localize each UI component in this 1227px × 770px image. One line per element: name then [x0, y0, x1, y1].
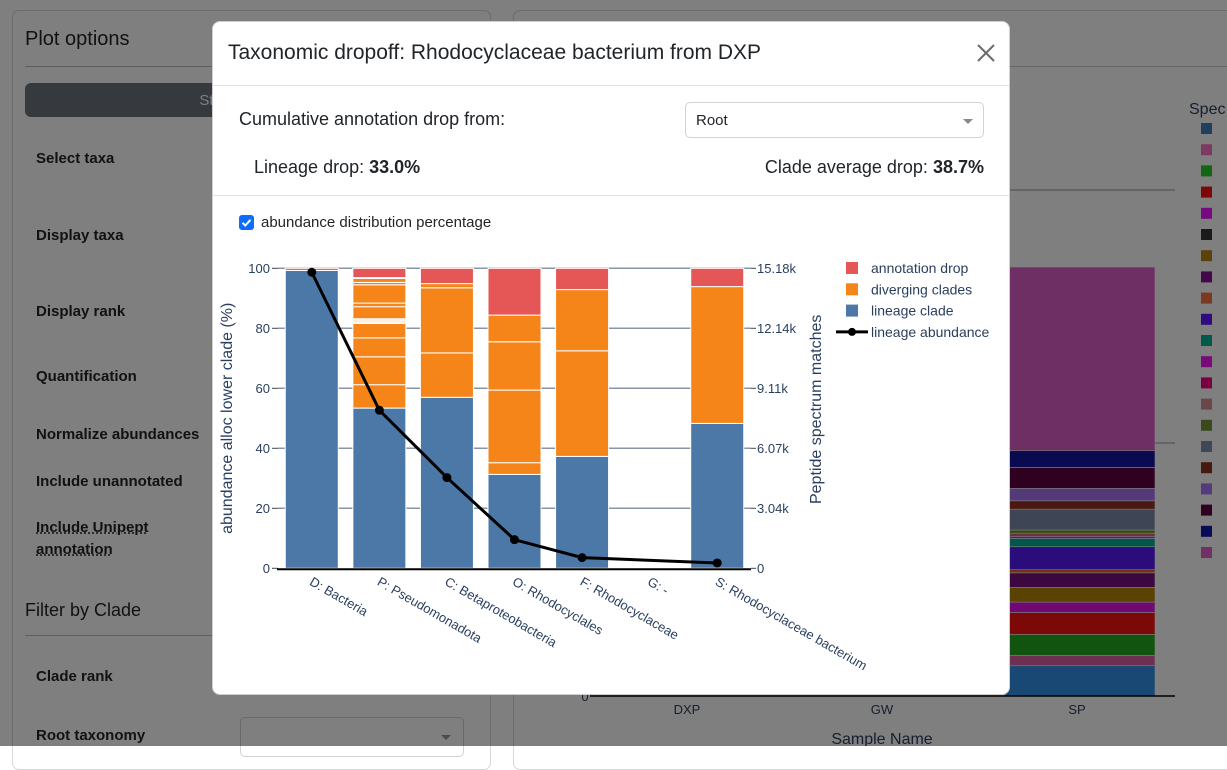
- y2-axis-title: Peptide spectrum matches: [808, 315, 825, 504]
- legend-item[interactable]: annotation drop: [846, 260, 969, 276]
- y2-tick-label: 9.11k: [757, 381, 788, 396]
- legend-label: lineage abundance: [871, 324, 990, 340]
- drop-from-label: Cumulative annotation drop from:: [239, 109, 506, 129]
- legend-label: annotation drop: [871, 260, 969, 276]
- lineage-abundance-point[interactable]: [510, 535, 519, 545]
- lineage-drop-stat: Lineage drop: 33.0%: [254, 157, 420, 178]
- lineage-abundance-point[interactable]: [712, 558, 722, 568]
- y-tick-label: 40: [256, 441, 270, 456]
- clade-average-drop-value: 38.7%: [932, 157, 984, 177]
- legend-label: diverging clades: [871, 281, 972, 297]
- y-tick-label: 100: [248, 261, 270, 276]
- bar-diverging-clade[interactable]: [690, 286, 745, 424]
- legend-item[interactable]: lineage abundance: [836, 324, 990, 340]
- x-tick-label: D: Bacteria: [307, 574, 371, 620]
- bar-diverging-clade[interactable]: [487, 462, 542, 475]
- abundance-percentage-label[interactable]: abundance distribution percentage: [261, 214, 492, 231]
- bar-diverging-clade[interactable]: [352, 323, 407, 339]
- bar-diverging-clade[interactable]: [419, 352, 474, 398]
- dropoff-chart: 0 20 40 60 80 100 0 3.04k 6.07k 9.11k 12.14k 15.18…: [219, 260, 990, 673]
- x-tick-label: C: Betaproteobacteria: [442, 574, 560, 651]
- y2-tick-label: 3.04k: [757, 501, 789, 516]
- legend-item[interactable]: diverging clades: [846, 281, 972, 297]
- lineage-abundance-line: [310, 271, 718, 565]
- lineage-abundance-point[interactable]: [577, 553, 587, 563]
- y-tick-label: 80: [256, 321, 270, 336]
- bar-diverging-clade[interactable]: [352, 384, 407, 409]
- chevron-down-icon: [963, 119, 973, 124]
- bar-lineage-clade[interactable]: [352, 407, 407, 569]
- legend-swatch: [846, 304, 858, 317]
- modal-header: Taxonomic dropoff: Rhodocyclaceae bacter…: [213, 22, 1009, 86]
- clade-average-drop-stat: Clade average drop: 38.7%: [765, 157, 984, 178]
- bar-diverging-clade[interactable]: [352, 278, 407, 283]
- y-tick-label: 0: [263, 561, 270, 576]
- lineage-abundance-point[interactable]: [442, 473, 452, 483]
- bar-diverging-clade[interactable]: [352, 302, 407, 308]
- taxonomic-dropoff-modal: Taxonomic dropoff: Rhodocyclaceae bacter…: [212, 21, 1010, 695]
- lineage-abundance-point[interactable]: [307, 267, 317, 277]
- bar-diverging-clade[interactable]: [487, 389, 542, 464]
- bar-annotation-drop[interactable]: [419, 267, 474, 285]
- drop-from-select[interactable]: Root: [685, 102, 984, 138]
- bar-annotation-drop[interactable]: [690, 267, 745, 288]
- lineage-drop-value: 33.0%: [369, 157, 421, 177]
- bar-lineage-clade[interactable]: [690, 422, 745, 569]
- bar-diverging-clade[interactable]: [555, 289, 610, 352]
- legend-swatch: [846, 262, 858, 274]
- bar-lineage-clade[interactable]: [487, 473, 542, 569]
- bar-diverging-clade[interactable]: [352, 306, 407, 320]
- drop-from-value: Root: [696, 112, 728, 129]
- bar-diverging-clade[interactable]: [487, 314, 542, 343]
- bar-diverging-clade[interactable]: [352, 284, 407, 304]
- bar-lineage-clade[interactable]: [419, 396, 474, 569]
- check-icon: [241, 219, 252, 227]
- bar-diverging-clade[interactable]: [419, 283, 474, 289]
- lineage-drop-label: Lineage drop:: [254, 157, 365, 177]
- bar-annotation-drop[interactable]: [487, 267, 542, 316]
- bar-annotation-drop[interactable]: [352, 267, 407, 279]
- modal-title: Taxonomic dropoff: Rhodocyclaceae bacter…: [228, 41, 762, 64]
- bar-diverging-clade[interactable]: [352, 337, 407, 358]
- legend-item[interactable]: lineage clade: [846, 303, 954, 319]
- y2-tick-label: 12.14k: [757, 321, 797, 336]
- y2-tick-label: 15.18k: [757, 261, 797, 276]
- bar-diverging-clade[interactable]: [419, 287, 474, 354]
- legend-label: lineage clade: [871, 303, 954, 319]
- bar-diverging-clade[interactable]: [487, 341, 542, 391]
- legend-swatch: [846, 283, 858, 296]
- abundance-percentage-checkbox[interactable]: [239, 215, 254, 230]
- bar-diverging-clade[interactable]: [555, 350, 610, 457]
- y-tick-label: 20: [256, 501, 270, 516]
- y2-tick-label: 0: [757, 561, 764, 576]
- y-axis-title: abundance alloc lower clade (%): [219, 303, 236, 534]
- close-icon: [977, 44, 995, 62]
- bar-lineage-clade[interactable]: [555, 455, 610, 569]
- y-tick-label: 60: [256, 381, 270, 396]
- lineage-abundance-point[interactable]: [374, 405, 384, 415]
- legend-marker: [848, 327, 856, 336]
- x-tick-label: S: Rhodocyclaceae bacterium: [713, 574, 870, 673]
- close-button[interactable]: [975, 42, 997, 64]
- divider: [213, 195, 1009, 196]
- bar-lineage-clade[interactable]: [284, 269, 339, 569]
- x-tick-label: G: -: [645, 574, 671, 598]
- clade-average-drop-label: Clade average drop:: [764, 157, 928, 177]
- bar-annotation-drop[interactable]: [555, 267, 610, 291]
- y2-tick-label: 6.07k: [757, 441, 789, 456]
